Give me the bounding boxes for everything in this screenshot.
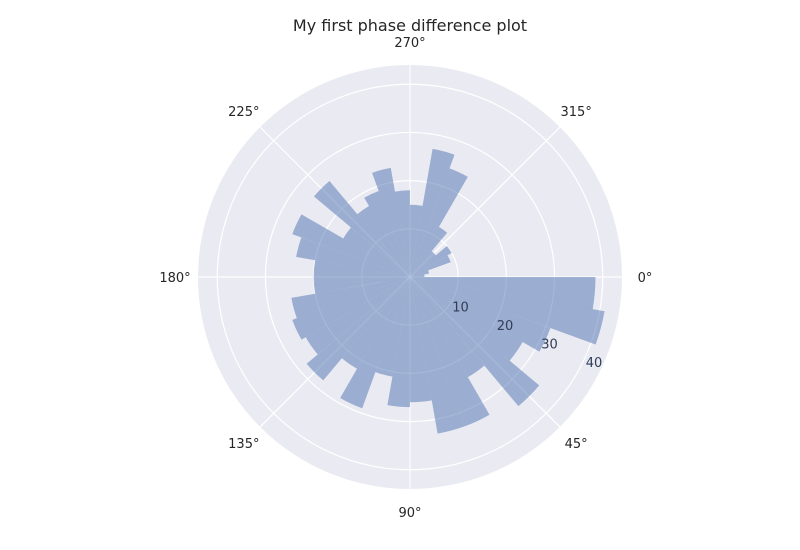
bar-theta-180 <box>313 260 410 277</box>
bar-theta-240 <box>364 190 410 277</box>
bar-theta-270 <box>410 204 423 277</box>
angle-tick-label-225: 225° <box>228 105 259 120</box>
bar-theta-340 <box>410 270 429 277</box>
bar-theta-50 <box>410 277 485 378</box>
bar-theta-100 <box>375 277 410 377</box>
bar-theta-0 <box>410 277 596 310</box>
radial-tick-labels: 10 20 30 40 <box>452 300 602 370</box>
radial-tick-label-20: 20 <box>497 319 514 334</box>
chart-title: My first phase difference plot <box>293 16 527 35</box>
bar-theta-350 <box>410 274 425 277</box>
radial-tick-label-40: 40 <box>586 356 603 371</box>
radial-tick-label-30: 30 <box>541 337 558 352</box>
angle-tick-label-315: 315° <box>561 105 592 120</box>
bar-theta-10 <box>410 277 605 345</box>
bar-theta-210 <box>343 227 410 277</box>
angle-tick-label-45: 45° <box>565 437 588 452</box>
bar-theta-220 <box>314 181 410 277</box>
bar-theta-260 <box>394 190 410 277</box>
bar-theta-110 <box>340 277 410 409</box>
angle-tick-label-90: 90° <box>398 506 421 521</box>
bar-theta-230 <box>357 206 410 277</box>
bar-theta-150 <box>292 277 410 340</box>
bar-theta-40 <box>410 277 540 407</box>
angle-tick-labels: 0° 45° 90° 135° 180° 225° 270° 315° <box>159 36 652 521</box>
bar-theta-170 <box>313 277 410 294</box>
histogram-bars <box>291 148 605 434</box>
bar-theta-130 <box>306 277 410 381</box>
bar-theta-90 <box>387 277 410 408</box>
bar-theta-320 <box>410 246 452 277</box>
angle-tick-label-180: 180° <box>159 271 190 286</box>
bar-theta-250 <box>372 167 410 277</box>
angular-grid-line-315 <box>409 126 561 278</box>
radial-tick-label-10: 10 <box>452 300 469 315</box>
bar-theta-280 <box>410 148 455 277</box>
bar-theta-310 <box>410 251 436 277</box>
angle-tick-label-135: 135° <box>228 437 259 452</box>
bar-theta-80 <box>410 277 432 403</box>
bar-theta-120 <box>341 277 410 369</box>
angle-tick-label-0: 0° <box>638 271 653 286</box>
bar-theta-290 <box>410 168 468 277</box>
bar-theta-190 <box>296 237 410 277</box>
bar-theta-60 <box>410 277 490 427</box>
bar-theta-20 <box>410 277 551 352</box>
bar-theta-330 <box>410 255 451 277</box>
bar-theta-30 <box>410 277 523 361</box>
bar-theta-160 <box>291 277 410 319</box>
bar-theta-140 <box>305 277 410 355</box>
angle-tick-label-270: 270° <box>394 36 425 51</box>
bar-theta-300 <box>410 226 448 277</box>
bar-theta-70 <box>410 277 465 434</box>
bar-theta-200 <box>292 214 410 277</box>
